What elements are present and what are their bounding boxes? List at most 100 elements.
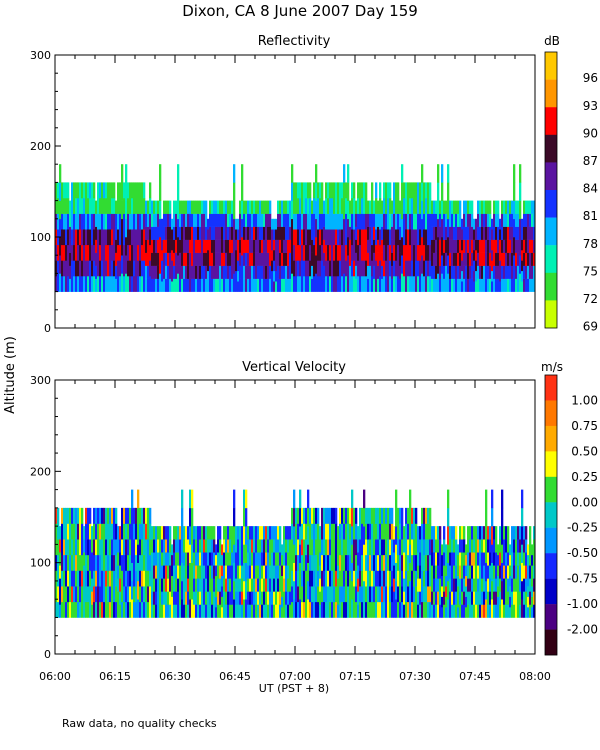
data-cell xyxy=(83,229,86,246)
data-cell xyxy=(263,278,266,292)
data-cell xyxy=(217,200,220,214)
data-cell xyxy=(133,570,136,587)
data-cell xyxy=(489,526,492,540)
data-cell xyxy=(215,213,218,227)
data-cell xyxy=(117,552,120,566)
data-cell xyxy=(253,526,256,540)
data-cell xyxy=(429,601,432,618)
data-cell xyxy=(359,554,362,571)
data-cell xyxy=(239,552,242,566)
data-cell xyxy=(519,273,522,292)
data-cell xyxy=(213,226,216,240)
data-cell xyxy=(211,552,214,566)
data-cell xyxy=(229,200,232,214)
data-cell xyxy=(409,489,412,509)
data-cell xyxy=(249,604,252,618)
data-cell xyxy=(471,578,474,592)
data-cell xyxy=(365,539,368,556)
data-cell xyxy=(281,554,284,566)
data-cell xyxy=(465,213,468,227)
data-cell xyxy=(269,265,272,279)
data-cell xyxy=(159,237,162,256)
data-cell xyxy=(79,276,82,292)
data-cell xyxy=(183,539,186,553)
data-cell xyxy=(101,276,104,292)
data-cell xyxy=(347,273,350,292)
data-cell xyxy=(249,539,252,553)
data-cell xyxy=(283,239,286,253)
data-cell xyxy=(251,604,254,618)
data-cell xyxy=(67,539,70,556)
data-cell xyxy=(307,489,310,509)
data-cell xyxy=(145,252,148,266)
data-cell xyxy=(295,554,298,571)
data-cell xyxy=(507,539,510,553)
data-cell xyxy=(471,265,474,279)
data-cell xyxy=(393,213,396,230)
data-cell xyxy=(135,507,138,524)
data-cell xyxy=(137,244,140,261)
data-cell xyxy=(327,276,330,292)
data-cell xyxy=(145,523,148,540)
data-cell xyxy=(473,218,476,230)
data-cell xyxy=(237,260,240,272)
data-cell xyxy=(485,599,488,618)
data-cell xyxy=(203,226,206,240)
data-cell xyxy=(357,260,360,277)
data-cell xyxy=(127,229,130,246)
data-cell xyxy=(463,239,466,253)
data-cell xyxy=(157,539,160,553)
data-cell xyxy=(71,507,74,524)
data-cell xyxy=(227,578,230,592)
data-cell xyxy=(477,200,480,214)
data-cell xyxy=(413,507,416,524)
data-cell xyxy=(463,578,466,592)
data-cell xyxy=(327,570,330,587)
data-cell xyxy=(301,554,304,571)
data-cell xyxy=(289,578,292,592)
data-cell xyxy=(233,255,236,274)
data-cell xyxy=(233,599,236,618)
data-cell xyxy=(287,226,290,240)
data-cell xyxy=(253,278,256,292)
data-cell xyxy=(245,239,248,253)
data-cell xyxy=(119,276,122,292)
data-cell xyxy=(109,601,112,618)
data-cell xyxy=(227,200,230,214)
data-cell xyxy=(395,198,398,214)
data-cell xyxy=(453,526,456,540)
data-cell xyxy=(209,565,212,579)
data-cell xyxy=(277,526,280,540)
data-cell xyxy=(423,554,426,571)
data-cell xyxy=(141,244,144,261)
data-cell xyxy=(299,213,302,230)
data-cell xyxy=(457,554,460,566)
data-cell xyxy=(395,244,398,261)
data-cell xyxy=(431,565,434,579)
data-cell xyxy=(89,260,92,277)
data-cell xyxy=(117,276,120,292)
data-cell xyxy=(57,507,60,524)
data-cell xyxy=(207,239,210,251)
data-cell xyxy=(151,200,154,214)
data-cell xyxy=(375,276,378,292)
data-cell xyxy=(221,607,224,618)
data-cell xyxy=(73,260,76,277)
data-cell xyxy=(345,507,348,524)
data-cell xyxy=(139,539,142,556)
data-cell xyxy=(525,239,528,253)
data-cell xyxy=(121,255,124,274)
data-cell xyxy=(515,578,518,592)
data-cell xyxy=(345,229,348,246)
data-cell xyxy=(235,260,238,272)
data-cell xyxy=(273,604,276,618)
data-cell xyxy=(371,276,374,292)
data-cell xyxy=(419,213,422,230)
data-cell xyxy=(247,526,250,540)
data-cell xyxy=(287,252,290,266)
data-cell xyxy=(397,507,400,524)
data-cell xyxy=(91,198,94,214)
data-cell xyxy=(501,562,504,582)
data-cell xyxy=(117,260,120,277)
data-cell xyxy=(355,239,358,253)
